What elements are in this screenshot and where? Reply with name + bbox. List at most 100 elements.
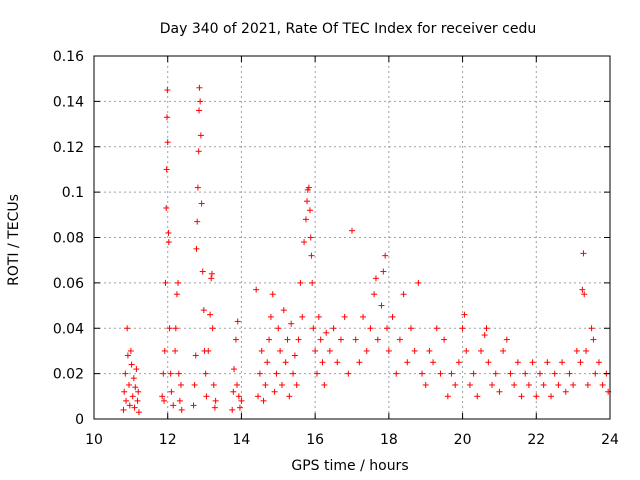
x-tick-label: 10: [85, 432, 103, 448]
data-point: [120, 406, 127, 413]
data-point: [474, 393, 481, 400]
data-point: [356, 359, 363, 366]
data-point: [382, 252, 389, 259]
data-point: [161, 397, 168, 404]
data-point: [419, 370, 426, 377]
data-point: [269, 291, 276, 298]
data-point: [559, 359, 566, 366]
data-point: [135, 409, 142, 416]
data-point: [500, 347, 507, 354]
data-point: [415, 279, 422, 286]
data-point: [422, 381, 429, 388]
data-point: [426, 347, 433, 354]
data-point: [229, 406, 236, 413]
data-point: [126, 402, 133, 409]
data-point: [466, 381, 473, 388]
data-point: [478, 347, 484, 354]
x-tick-label: 20: [454, 432, 472, 448]
data-point: [163, 205, 170, 212]
data-point: [129, 393, 136, 400]
data-point: [178, 406, 185, 413]
y-tick-label: 0.06: [53, 276, 84, 292]
data-point: [310, 325, 317, 332]
data-point: [173, 291, 180, 298]
data-point: [135, 388, 142, 395]
data-point: [200, 307, 207, 314]
data-point: [231, 366, 238, 373]
data-point: [570, 381, 577, 388]
y-tick-label: 0.12: [53, 140, 84, 156]
data-point: [540, 381, 547, 388]
data-point: [573, 347, 580, 354]
data-point: [134, 397, 141, 404]
data-point: [278, 381, 285, 388]
data-point: [164, 87, 171, 94]
data-point: [404, 359, 411, 366]
data-point: [255, 393, 262, 400]
data-point: [164, 139, 171, 146]
data-point: [544, 359, 551, 366]
data-point: [583, 347, 590, 354]
data-point: [203, 393, 210, 400]
data-point: [132, 384, 139, 391]
data-point: [551, 370, 558, 377]
data-point: [165, 229, 172, 236]
x-tick-label: 18: [380, 432, 398, 448]
data-point: [522, 370, 529, 377]
data-point: [202, 370, 209, 377]
data-point: [308, 252, 315, 259]
x-tick-label: 14: [233, 432, 251, 448]
y-tick-label: 0: [75, 412, 84, 428]
y-tick-label: 0.1: [62, 185, 84, 201]
data-point: [159, 393, 166, 400]
data-point: [317, 336, 324, 343]
data-point: [133, 366, 140, 373]
data-point: [190, 402, 197, 409]
data-point: [172, 347, 179, 354]
data-point: [286, 393, 293, 400]
y-tick-label: 0.08: [53, 231, 84, 247]
data-point: [455, 359, 462, 366]
data-point: [396, 336, 403, 343]
data-point: [295, 336, 302, 343]
data-point: [437, 370, 444, 377]
data-point: [595, 359, 602, 366]
data-point: [238, 397, 245, 404]
data-point: [321, 381, 328, 388]
data-point: [195, 148, 202, 155]
data-point: [266, 336, 273, 343]
data-point: [385, 347, 392, 354]
x-tick-label: 16: [306, 432, 324, 448]
data-point: [275, 325, 282, 332]
data-point: [529, 359, 536, 366]
x-axis-label: GPS time / hours: [291, 458, 408, 474]
data-point: [507, 370, 514, 377]
data-point: [525, 381, 532, 388]
data-point: [307, 234, 314, 241]
data-point: [253, 286, 260, 293]
data-point: [459, 325, 466, 332]
data-point: [313, 370, 320, 377]
x-tick-label: 24: [601, 432, 619, 448]
data-point: [580, 250, 587, 257]
data-point: [411, 347, 418, 354]
data-point: [131, 404, 138, 411]
data-point: [198, 200, 205, 207]
data-point: [271, 388, 278, 395]
data-point: [518, 393, 525, 400]
data-point: [127, 347, 134, 354]
data-point: [536, 370, 543, 377]
data-point: [234, 381, 241, 388]
data-point: [301, 239, 308, 246]
data-point: [207, 311, 214, 318]
data-point: [302, 216, 309, 223]
data-point: [236, 404, 243, 411]
data-point: [378, 302, 385, 309]
data-point: [234, 318, 241, 325]
data-point: [323, 329, 330, 336]
data-point: [380, 268, 387, 275]
y-tick-label: 0.04: [53, 321, 84, 337]
data-point: [210, 381, 217, 388]
data-point: [232, 336, 239, 343]
data-point: [315, 313, 322, 320]
